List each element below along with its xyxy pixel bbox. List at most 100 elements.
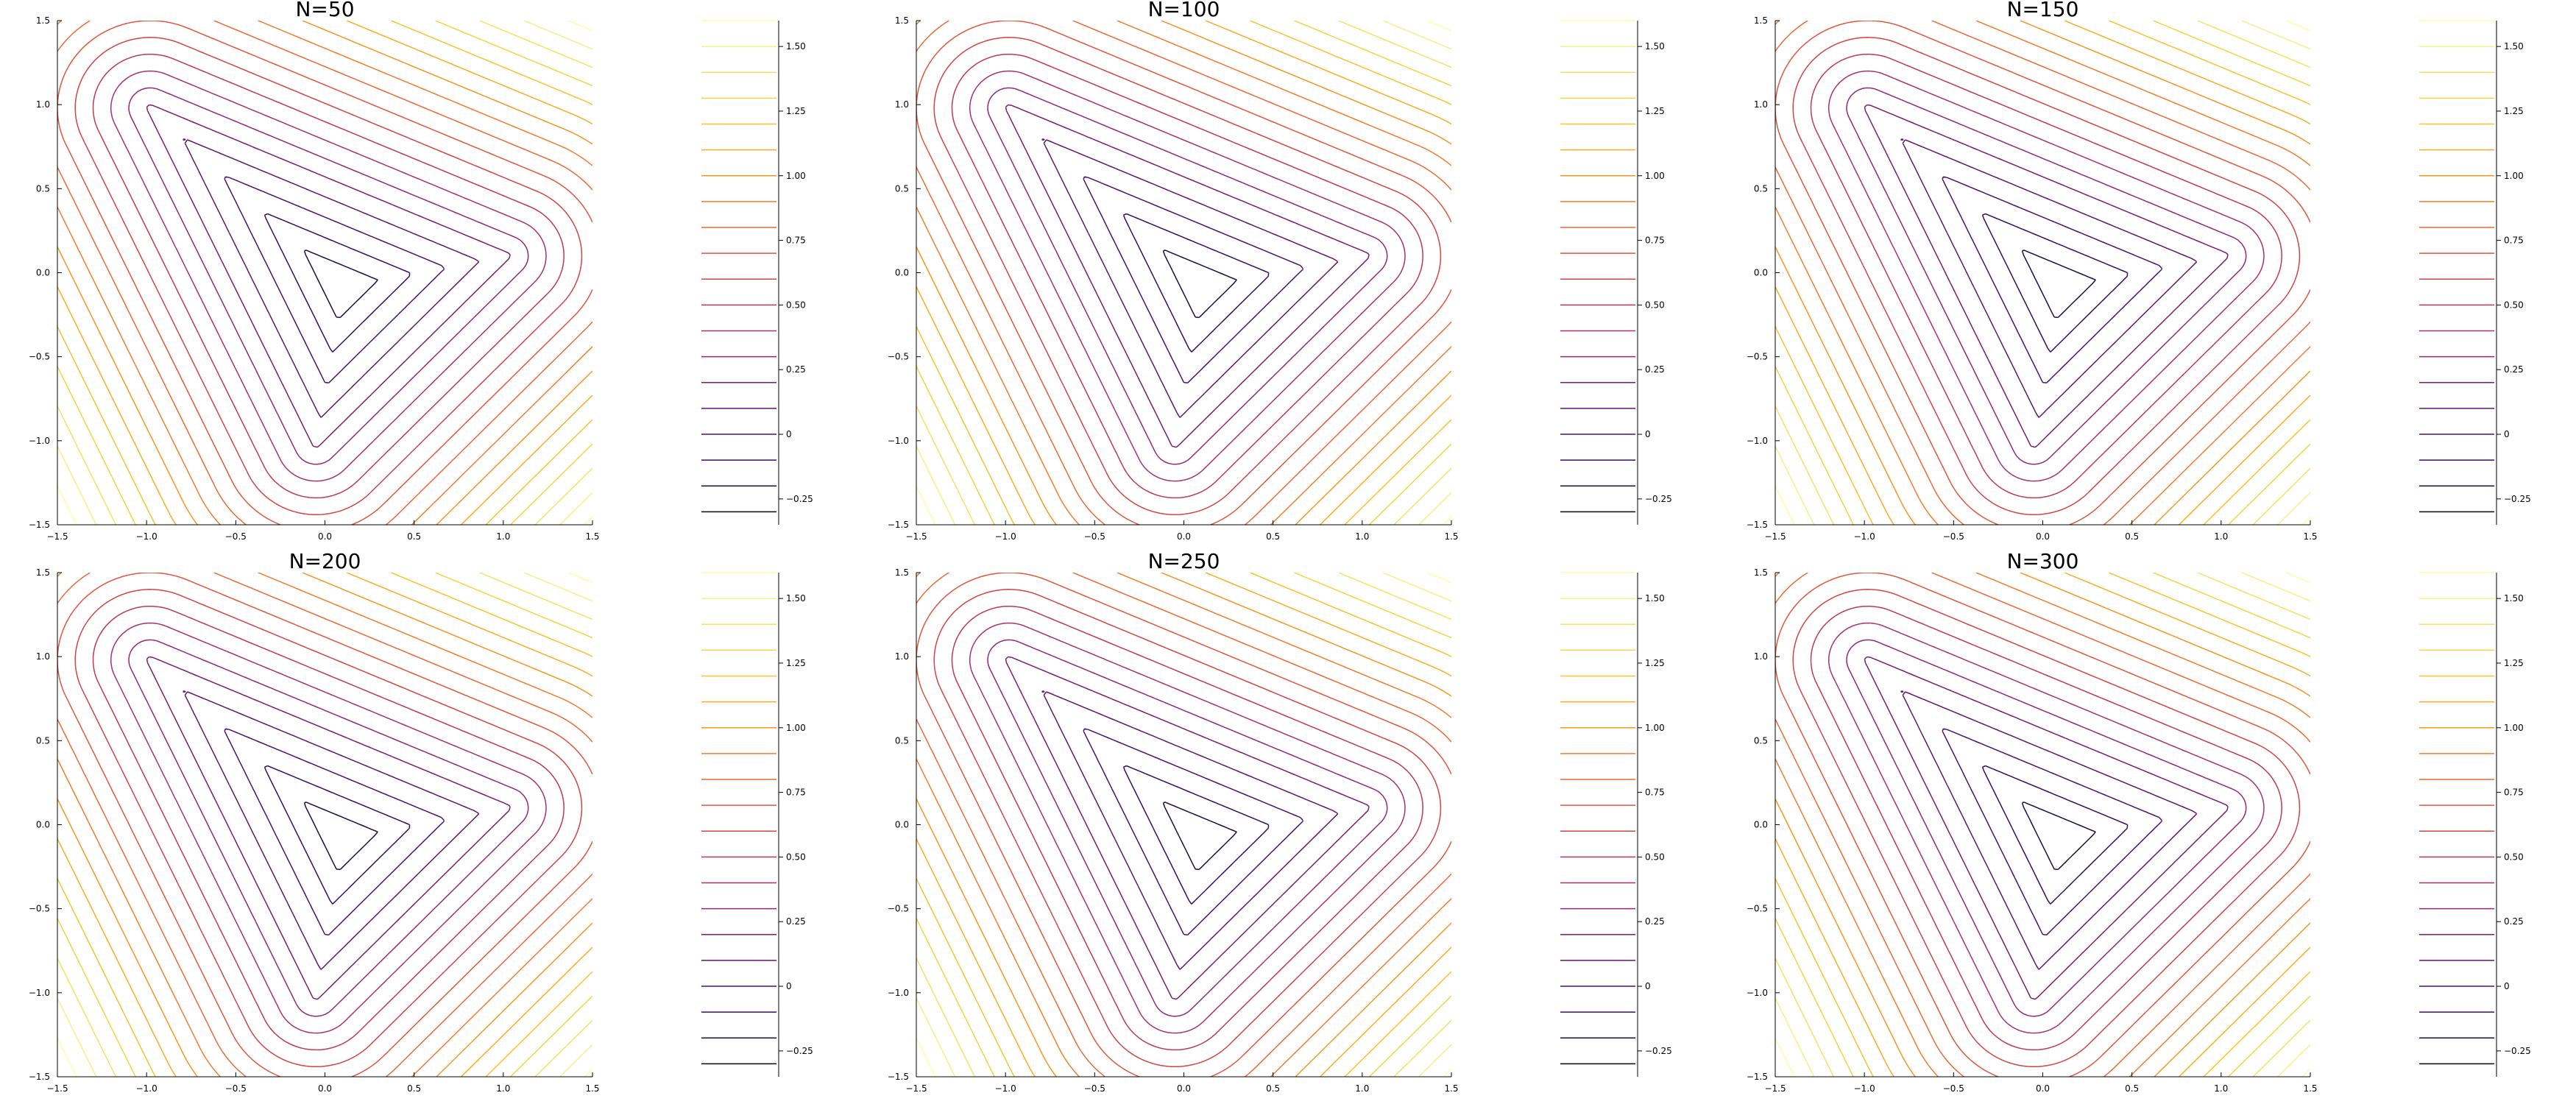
x-tick-label: −1.0 <box>136 1083 158 1094</box>
contour-line <box>57 573 592 1077</box>
y-tick-label: −1.0 <box>29 436 50 446</box>
contour-line <box>224 728 445 935</box>
y-tick-label: −0.5 <box>888 352 909 362</box>
x-tick-label: 0.0 <box>1177 1083 1191 1094</box>
colorbar-tick-label: 0.75 <box>786 788 806 798</box>
panel-title: N=150 <box>2007 0 2079 21</box>
y-tick-label: −1.5 <box>888 520 909 530</box>
contour-line <box>57 21 592 525</box>
contour-line <box>969 70 1406 482</box>
y-tick-label: −0.5 <box>1747 352 1768 362</box>
contour-line <box>916 21 1451 525</box>
y-tick-label: 1.5 <box>36 15 50 26</box>
contour-line <box>1775 573 2310 1077</box>
contour-line <box>916 21 1451 525</box>
contour-line <box>1792 589 2301 1068</box>
contour-line <box>183 138 480 418</box>
x-tick-label: 1.5 <box>1444 531 1458 542</box>
y-tick-label: 1.0 <box>895 651 909 662</box>
colorbar: −0.25 0 0.25 0.50 0.75 1.00 1.25 1.50 <box>1560 20 1672 525</box>
x-tick-label: 1.0 <box>2214 531 2228 542</box>
contour-line <box>128 87 529 465</box>
contour-line <box>57 21 592 525</box>
y-tick-label: −0.5 <box>29 904 50 914</box>
contour-line <box>916 21 1451 525</box>
contour-line <box>1775 573 2310 1077</box>
contour-line <box>916 21 1451 525</box>
colorbar-tick-label: 0.50 <box>1645 852 1665 862</box>
x-tick-label: −0.5 <box>225 531 247 542</box>
contour-line <box>57 21 592 525</box>
contour-lines <box>916 21 1451 525</box>
contour-line <box>1083 176 1304 383</box>
contour-line <box>951 605 1423 1051</box>
colorbar: −0.25 0 0.25 0.50 0.75 1.00 1.25 1.50 <box>2419 572 2531 1077</box>
contour-line <box>303 802 378 871</box>
contour-line <box>1942 176 2163 383</box>
x-tick-label: 0.5 <box>1266 1083 1280 1094</box>
contour-line <box>183 690 480 970</box>
x-tick-label: −1.0 <box>995 531 1016 542</box>
y-tick-label: −1.5 <box>888 1072 909 1082</box>
contour-line <box>916 21 1451 525</box>
contour-line <box>1775 21 2310 525</box>
y-tick-label: 1.0 <box>36 651 50 662</box>
contour-line <box>1775 573 2310 1077</box>
x-tick-label: 1.5 <box>585 1083 599 1094</box>
contour-line <box>57 573 592 1077</box>
contour-line <box>57 21 592 525</box>
contour-line <box>916 21 1451 525</box>
contour-line <box>1942 728 2163 935</box>
contour-line <box>74 37 583 516</box>
contour-line <box>57 21 592 525</box>
panel-title: N=300 <box>2007 549 2079 573</box>
contour-line <box>916 21 1451 525</box>
contour-line <box>916 573 1451 1077</box>
contour-line <box>57 21 592 525</box>
contour-line <box>128 639 529 1017</box>
contour-lines <box>57 573 592 1077</box>
colorbar: −0.25 0 0.25 0.50 0.75 1.00 1.25 1.50 <box>701 20 813 525</box>
panel-title: N=50 <box>295 0 354 21</box>
colorbar-tick-label: 1.50 <box>1645 41 1665 52</box>
colorbar-tick-label: 1.00 <box>2504 171 2524 181</box>
contour-line <box>1775 21 2310 525</box>
y-tick-label: −1.0 <box>888 988 909 998</box>
y-tick-label: 0.0 <box>895 820 909 830</box>
x-tick-label: −0.5 <box>1943 531 1964 542</box>
contour-line <box>916 21 1451 525</box>
contour-line <box>57 21 592 525</box>
contour-line <box>57 21 592 525</box>
contour-line <box>74 589 583 1068</box>
panel-3: −1.5 −1.0 −0.5 0.0 0.5 1.0 1.5 −1.5 −1.0 −0.5 0.0 0… <box>1747 0 2531 542</box>
contour-line <box>916 573 1451 1077</box>
contour-line <box>263 765 411 905</box>
colorbar-tick-label: 0.25 <box>2504 916 2524 927</box>
y-tick-label: 0.0 <box>36 268 50 278</box>
contour-line <box>1792 37 2301 516</box>
y-tick-label: 0.5 <box>36 735 50 746</box>
colorbar-tick-label: 0.75 <box>1645 236 1665 246</box>
y-tick-label: −1.0 <box>1747 988 1768 998</box>
x-tick-label: 1.0 <box>2214 1083 2228 1094</box>
x-tick-label: 1.0 <box>1355 531 1369 542</box>
y-tick-label: −0.5 <box>29 352 50 362</box>
y-tick-label: 1.5 <box>895 15 909 26</box>
contour-line <box>987 639 1388 1017</box>
colorbar-tick-label: 1.00 <box>1645 723 1665 733</box>
colorbar-tick-label: 1.25 <box>1645 106 1665 116</box>
colorbar-tick-label: −0.25 <box>786 494 813 504</box>
x-tick-label: 1.5 <box>2303 1083 2317 1094</box>
contour-line <box>1810 605 2282 1051</box>
contour-line <box>92 605 565 1051</box>
colorbar-tick-label: 0 <box>1645 429 1651 439</box>
y-tick-label: 0.0 <box>895 268 909 278</box>
contour-line <box>110 70 547 482</box>
colorbar-tick-label: 0.50 <box>786 852 806 862</box>
y-tick-label: 0.0 <box>36 820 50 830</box>
contour-line <box>1775 573 2310 1077</box>
contour-line <box>1775 21 2310 525</box>
y-tick-label: 0.5 <box>895 183 909 194</box>
colorbar-tick-label: 0.25 <box>1645 916 1665 927</box>
contour-line <box>1827 70 2265 482</box>
